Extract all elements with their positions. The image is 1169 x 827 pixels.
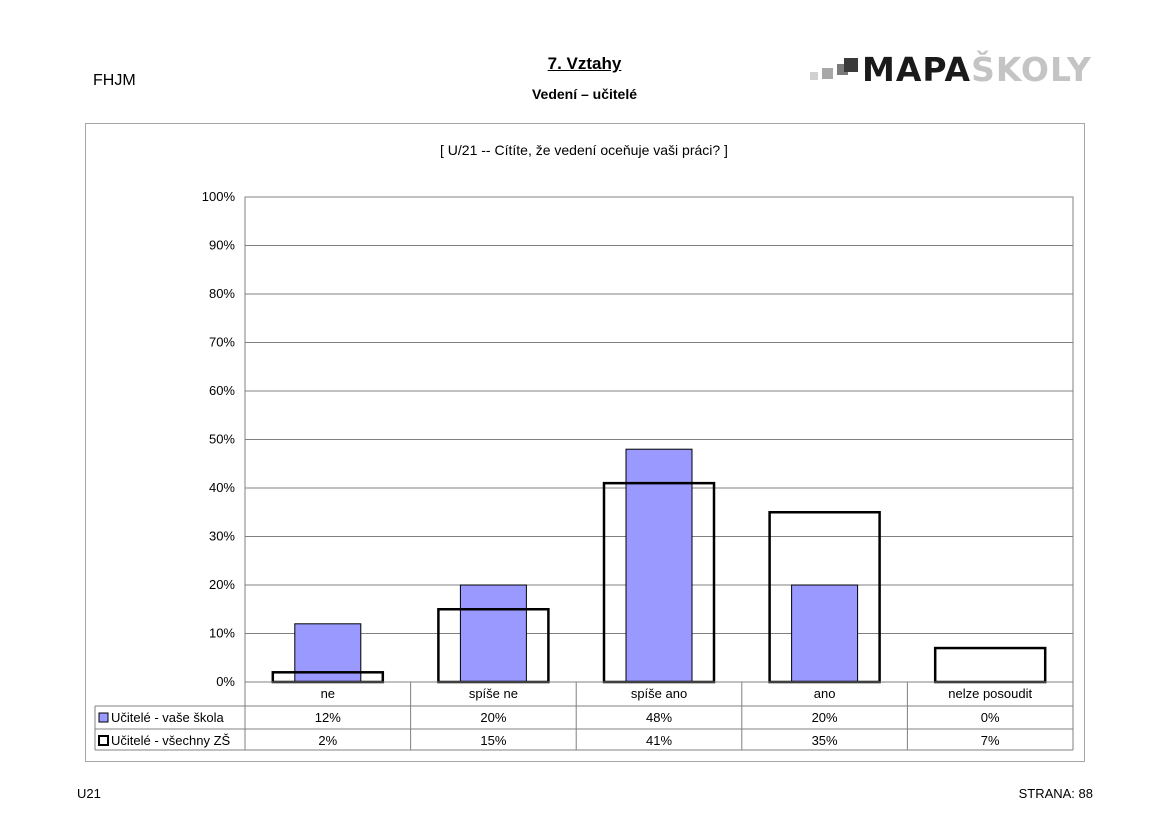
chart-title: [ U/21 -- Cítíte, že vedení oceňuje vaši…	[440, 142, 728, 158]
y-tick-label: 40%	[209, 480, 235, 495]
mapa-skoly-logo: MAPAŠKOLY	[810, 52, 1091, 88]
bar-all-schools	[933, 646, 1047, 684]
school-value-label: 20%	[480, 710, 506, 725]
y-tick-label: 60%	[209, 383, 235, 398]
logo-word-dark: MAPA	[862, 50, 972, 89]
all-schools-value-label: 35%	[812, 733, 838, 748]
y-tick-label: 30%	[209, 529, 235, 544]
category-label: spíše ne	[469, 686, 518, 701]
school-value-label: 48%	[646, 710, 672, 725]
y-tick-label: 100%	[202, 189, 236, 204]
y-tick-label: 50%	[209, 432, 235, 447]
legend-key-school	[98, 712, 109, 723]
logo-word-light: ŠKOLY	[971, 50, 1092, 89]
y-tick-label: 20%	[209, 577, 235, 592]
logo-word: MAPAŠKOLY	[862, 52, 1092, 88]
legend-key-all-schools	[98, 735, 109, 746]
logo-square-2	[822, 68, 833, 79]
bar-school	[459, 584, 527, 683]
y-tick-label: 70%	[209, 335, 235, 350]
all-schools-value-label: 15%	[480, 733, 506, 748]
school-value-label: 20%	[812, 710, 838, 725]
category-label: ano	[814, 686, 836, 701]
subsection-title: Vedení – učitelé	[531, 86, 638, 102]
all-schools-value-label: 41%	[646, 733, 672, 748]
bar-school	[791, 584, 859, 683]
y-tick-label: 80%	[209, 286, 235, 301]
footer-code: U21	[77, 786, 101, 801]
y-tick-label: 90%	[209, 238, 235, 253]
legend-label-all-schools: Učitelé - všechny ZŠ	[111, 733, 231, 748]
category-label: spíše ano	[631, 686, 687, 701]
category-label: nelze posoudit	[948, 686, 1032, 701]
section-title: 7. Vztahy	[547, 54, 622, 73]
school-code: FHJM	[93, 72, 136, 89]
legend-label-school: Učitelé - vaše škola	[111, 710, 224, 725]
all-schools-value-label: 2%	[318, 733, 337, 748]
logo-square-1	[810, 72, 818, 80]
chart-frame	[85, 123, 1085, 762]
school-value-label: 0%	[981, 710, 1000, 725]
school-value-label: 12%	[315, 710, 341, 725]
y-tick-label: 0%	[216, 674, 235, 689]
all-schools-value-label: 7%	[981, 733, 1000, 748]
logo-square-3	[837, 64, 848, 75]
y-tick-label: 10%	[209, 626, 235, 641]
bar-school	[625, 448, 693, 683]
logo-square-4	[844, 58, 858, 72]
category-label: ne	[321, 686, 335, 701]
footer-page: STRANA: 88	[1018, 786, 1093, 801]
section-title-wrap: 7. Vztahy	[0, 54, 1169, 74]
